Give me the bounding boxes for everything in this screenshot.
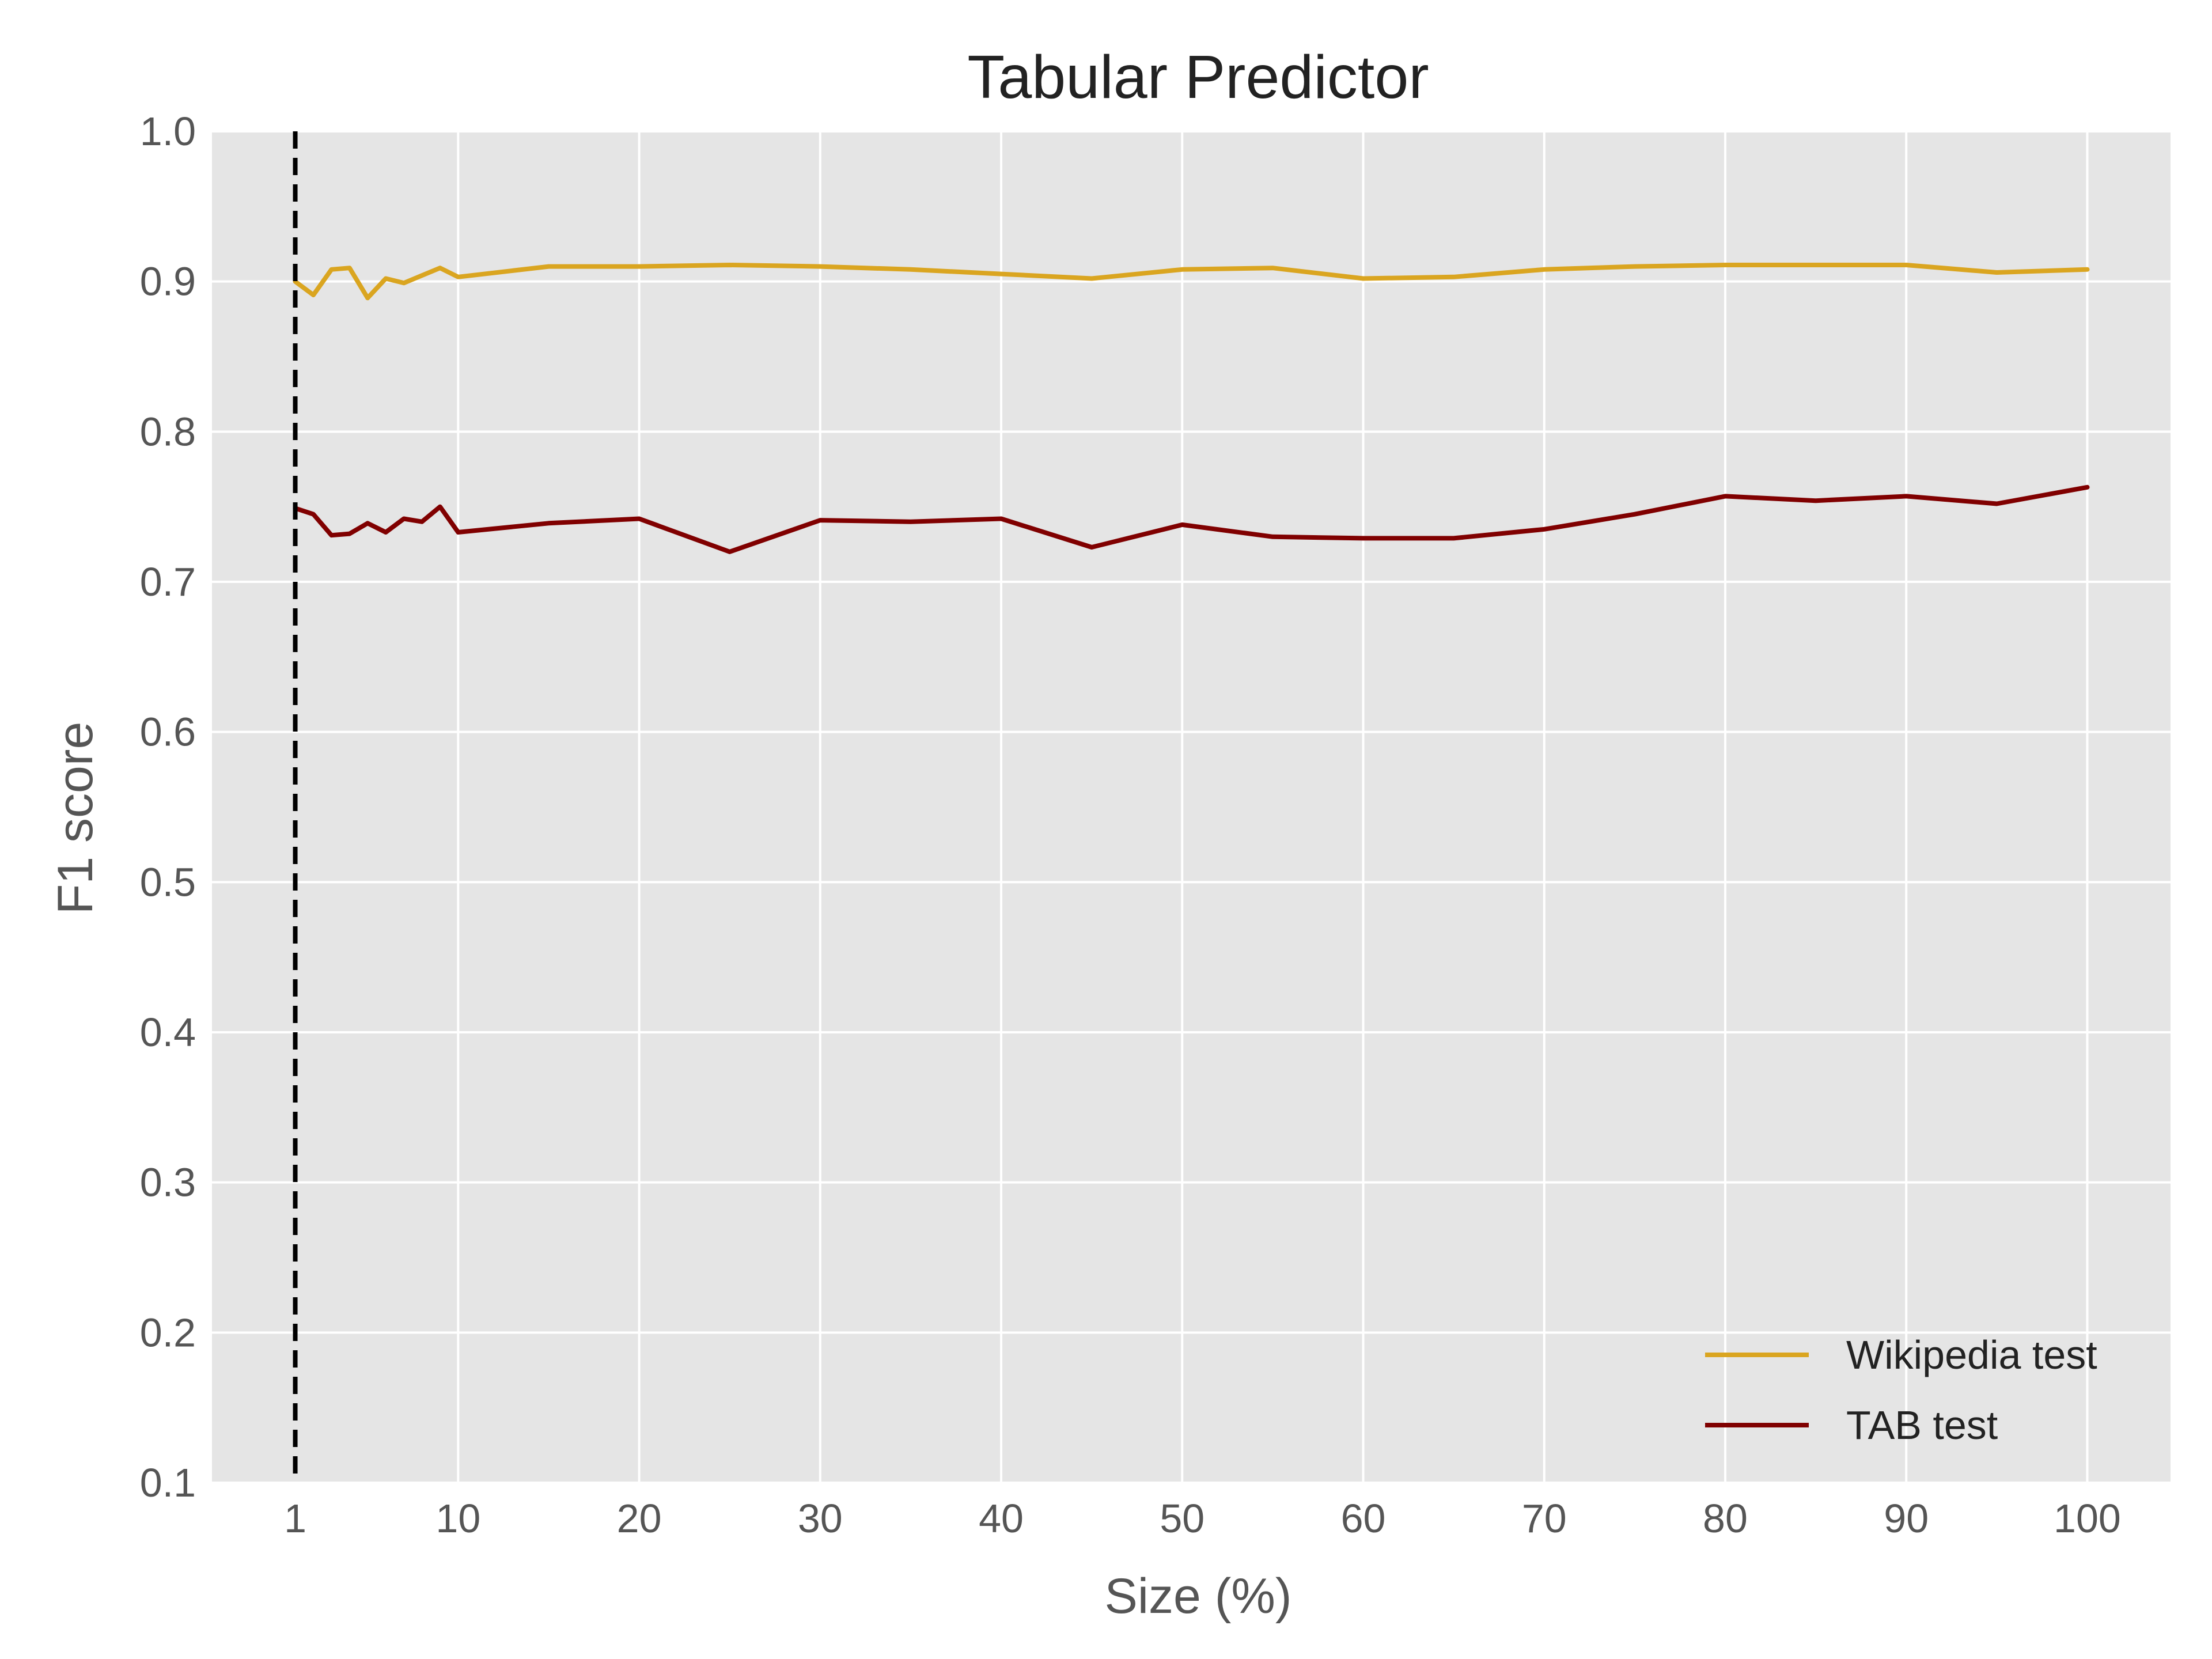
series-line	[293, 263, 2090, 301]
y-tick-label: 1.0	[140, 109, 196, 154]
y-tick-label: 0.8	[140, 409, 196, 454]
chart-title: Tabular Predictor	[967, 43, 1429, 111]
x-tick-label: 10	[435, 1496, 480, 1541]
y-axis-label: F1 score	[48, 722, 103, 915]
x-tick-label: 40	[979, 1496, 1024, 1541]
legend-label: Wikipedia test	[1846, 1332, 2097, 1377]
x-tick-labels: 1 10 20 30 40 50 60 70 80 90 100	[284, 1496, 2121, 1541]
plot-area	[212, 131, 2171, 1483]
x-tick-label: 100	[2054, 1496, 2121, 1541]
x-axis-label: Size (%)	[1105, 1569, 1292, 1624]
grid-lines	[212, 130, 2171, 1484]
series-lines	[293, 263, 2090, 554]
y-tick-labels: 0.1 0.2 0.3 0.4 0.5 0.6 0.7 0.8 0.9 1.0	[140, 109, 196, 1505]
y-tick-label: 0.5	[140, 859, 196, 904]
y-tick-label: 0.1	[140, 1460, 196, 1505]
x-tick-label: 20	[617, 1496, 662, 1541]
x-tick-label: 70	[1522, 1496, 1567, 1541]
y-tick-label: 0.7	[140, 559, 196, 604]
x-tick-label: 80	[1703, 1496, 1748, 1541]
series-line	[293, 484, 2090, 554]
y-tick-label: 0.9	[140, 259, 196, 304]
x-tick-label: 90	[1884, 1496, 1929, 1541]
legend-label: TAB test	[1846, 1403, 1998, 1448]
x-tick-label: 50	[1160, 1496, 1205, 1541]
legend: Wikipedia test TAB test	[1705, 1332, 2097, 1448]
x-tick-label: 60	[1341, 1496, 1386, 1541]
y-tick-label: 0.4	[140, 1010, 196, 1055]
y-tick-label: 0.2	[140, 1310, 196, 1355]
y-tick-label: 0.6	[140, 710, 196, 755]
y-tick-label: 0.3	[140, 1160, 196, 1205]
x-tick-label: 30	[798, 1496, 843, 1541]
x-tick-label: 1	[284, 1496, 306, 1541]
